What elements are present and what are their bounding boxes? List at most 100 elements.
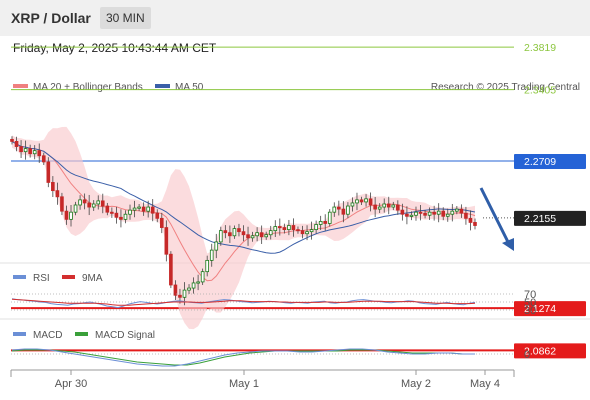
legend-rsi: RSI xyxy=(33,273,50,284)
candle-body xyxy=(314,224,318,231)
candle-body xyxy=(78,199,82,206)
candle-body xyxy=(259,232,264,238)
forecast-arrow xyxy=(479,187,510,243)
candle-body xyxy=(178,294,182,298)
candle-body xyxy=(305,231,309,235)
candle-body xyxy=(364,198,368,203)
candle-body xyxy=(327,211,332,224)
candle-body xyxy=(218,230,223,243)
candle-body xyxy=(459,208,464,214)
legend-ma50: MA 50 xyxy=(175,82,204,93)
interval-button[interactable]: 30 MIN xyxy=(100,7,151,29)
candle-body xyxy=(14,141,19,147)
candle-body xyxy=(473,222,477,226)
instrument-title: XRP / Dollar xyxy=(11,10,91,26)
candle-body xyxy=(82,199,87,204)
candle-body xyxy=(332,206,337,213)
x-tick-apr-30: Apr 30 xyxy=(55,378,87,390)
candle-body xyxy=(132,207,137,211)
candle-body xyxy=(146,206,150,212)
credit-text: Research © 2025 Trading Central xyxy=(431,82,580,93)
candle-body xyxy=(232,228,237,237)
x-tick-may-1: May 1 xyxy=(229,378,259,390)
candle-body xyxy=(137,206,141,209)
candle-body xyxy=(273,226,278,232)
rsi-tick-70: 70 xyxy=(524,289,536,301)
candle-body xyxy=(355,199,359,204)
candle-body xyxy=(396,204,400,211)
candle-body xyxy=(445,213,450,217)
candle-body xyxy=(209,249,214,261)
candle-body xyxy=(264,234,269,238)
rsi-ma-line xyxy=(11,298,476,306)
chart-header: XRP / Dollar 30 MIN xyxy=(0,0,590,36)
candle-body xyxy=(386,203,391,208)
candle-body xyxy=(400,209,405,215)
candle-body xyxy=(241,231,246,236)
candle-body xyxy=(350,202,355,207)
candle-body xyxy=(119,216,123,220)
level-label-2.3405: 2.3405 xyxy=(524,85,556,97)
candle-body xyxy=(291,225,296,231)
candle-body xyxy=(468,217,473,223)
candle-body xyxy=(268,230,273,236)
legend-ma20: MA 20 + Bollinger Bands xyxy=(33,82,143,93)
candle-body xyxy=(250,235,255,239)
candle-body xyxy=(37,150,42,157)
legend-macd-signal: MACD Signal xyxy=(95,330,155,341)
x-tick-may-2: May 2 xyxy=(401,378,431,390)
candle-body xyxy=(309,229,314,233)
candle-body xyxy=(282,227,287,231)
candle-body xyxy=(228,232,232,237)
candle-body xyxy=(423,212,427,216)
candle-body xyxy=(150,206,155,214)
level-tag-2.1274 xyxy=(514,301,586,317)
candle-body xyxy=(91,203,96,208)
candle-body xyxy=(323,221,328,224)
candle-body xyxy=(23,148,28,153)
candle-body xyxy=(87,202,91,208)
forecast-arrowhead xyxy=(502,238,514,251)
candle-body xyxy=(464,212,468,219)
candle-body xyxy=(46,161,51,183)
candle-body xyxy=(114,212,119,218)
candle-body xyxy=(246,234,250,239)
macd-tick-0: 0 xyxy=(524,349,530,361)
candle-body xyxy=(55,190,60,198)
candle-body xyxy=(237,228,241,233)
level-label-2.2709: 2.2709 xyxy=(524,156,556,168)
candle-body xyxy=(164,227,169,255)
candle-body xyxy=(450,210,455,215)
candle-body xyxy=(337,206,341,210)
candle-body xyxy=(278,226,282,229)
last-price-label: 2.2155 xyxy=(524,213,556,225)
candle-body xyxy=(255,232,259,237)
candle-body xyxy=(296,229,300,232)
candle-body xyxy=(28,148,32,155)
rsi-tick-30: 30 xyxy=(524,305,536,317)
candle-body xyxy=(341,208,346,215)
level-tag-2.0862 xyxy=(514,343,586,359)
candle-body xyxy=(196,281,200,284)
candle-body xyxy=(300,230,305,235)
candle-body xyxy=(441,210,446,217)
candle-body xyxy=(173,284,178,296)
candle-body xyxy=(405,213,409,217)
level-label-2.0862: 2.0862 xyxy=(524,345,556,357)
candle-body xyxy=(214,241,219,251)
legend-macd: MACD xyxy=(33,330,62,341)
candle-body xyxy=(318,221,323,225)
candle-body xyxy=(141,206,146,212)
macd-signal-line xyxy=(11,349,475,366)
candle-body xyxy=(64,210,69,220)
last-price-tag xyxy=(514,210,586,226)
candle-body xyxy=(19,146,23,153)
candle-body xyxy=(96,200,101,205)
candle-body xyxy=(187,287,191,291)
candle-body xyxy=(69,211,73,220)
candle-body xyxy=(359,199,364,203)
candle-body xyxy=(73,204,78,213)
level-tag-2.2709 xyxy=(514,154,586,169)
timestamp: Friday, May 2, 2025 10:43:44 AM CET xyxy=(13,41,217,55)
